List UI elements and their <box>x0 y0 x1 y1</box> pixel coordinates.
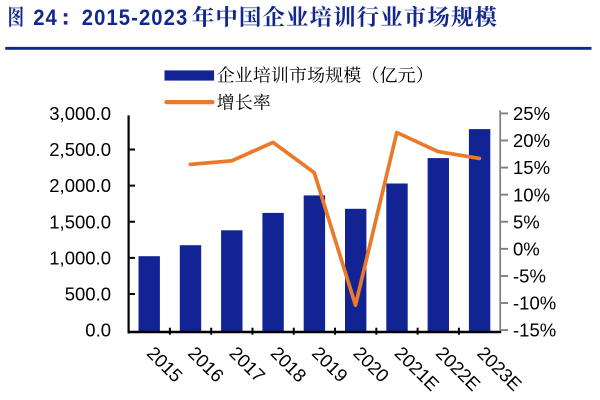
svg-text:2,500.0: 2,500.0 <box>49 139 111 160</box>
svg-text:500.0: 500.0 <box>65 284 111 305</box>
svg-text:5%: 5% <box>513 211 540 232</box>
svg-text:1,500.0: 1,500.0 <box>49 211 111 232</box>
svg-text:2,000.0: 2,000.0 <box>49 175 111 196</box>
svg-text:0.0: 0.0 <box>85 320 111 341</box>
svg-text:25%: 25% <box>513 103 550 124</box>
svg-text:3,000.0: 3,000.0 <box>49 103 111 124</box>
svg-text:15%: 15% <box>513 157 550 178</box>
svg-text:24: 24 <box>33 5 58 30</box>
svg-text:-10%: -10% <box>513 293 556 314</box>
svg-text:-15%: -15% <box>513 320 556 341</box>
svg-text:-5%: -5% <box>513 266 546 287</box>
svg-text:1,000.0: 1,000.0 <box>49 248 111 269</box>
svg-text:20%: 20% <box>513 130 550 151</box>
svg-text:10%: 10% <box>513 184 550 205</box>
svg-text:2015-2023: 2015-2023 <box>82 5 189 30</box>
svg-text:0%: 0% <box>513 238 540 259</box>
